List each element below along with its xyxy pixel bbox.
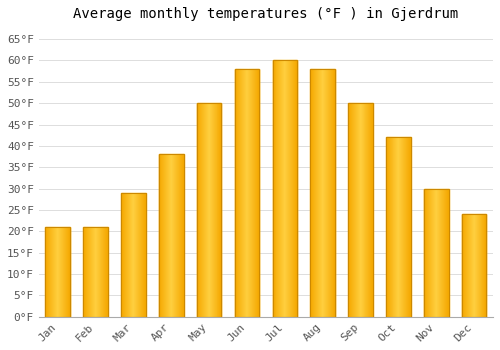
- Bar: [197, 103, 222, 317]
- Bar: [272, 61, 297, 317]
- Bar: [121, 193, 146, 317]
- Bar: [84, 227, 108, 317]
- Bar: [310, 69, 335, 317]
- Bar: [234, 69, 260, 317]
- Bar: [348, 103, 373, 317]
- Bar: [462, 214, 486, 317]
- Bar: [424, 189, 448, 317]
- Bar: [159, 154, 184, 317]
- Bar: [46, 227, 70, 317]
- Bar: [386, 137, 410, 317]
- Title: Average monthly temperatures (°F ) in Gjerdrum: Average monthly temperatures (°F ) in Gj…: [74, 7, 458, 21]
